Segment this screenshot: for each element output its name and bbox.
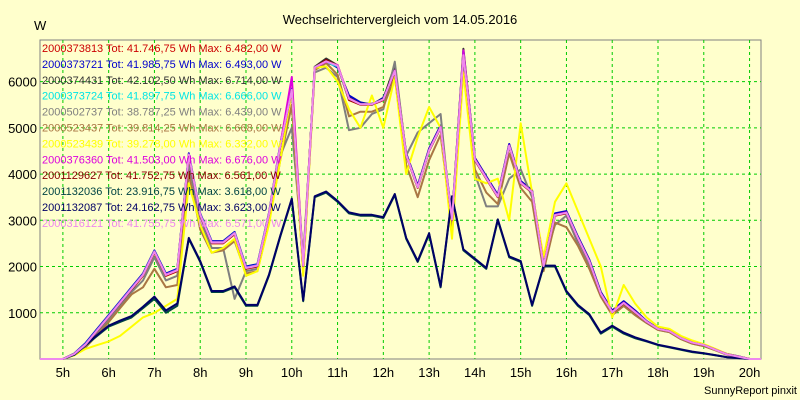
x-tick-label: 19h — [693, 365, 715, 380]
x-tick-label: 13h — [418, 365, 440, 380]
x-tick-label: 17h — [601, 365, 623, 380]
y-axis-unit: W — [34, 18, 47, 33]
x-tick-label: 11h — [327, 365, 348, 380]
x-tick-label: 10h — [281, 365, 303, 380]
series-lines — [40, 47, 761, 360]
legend-entry: 2000523439 Tot: 39.278,00 Wh Max: 6.332,… — [42, 138, 282, 150]
x-tick-label: 12h — [372, 365, 394, 380]
y-axis-ticks: 1000 2000 3000 4000 5000 6000 — [8, 75, 37, 321]
x-tick-label: 14h — [464, 365, 486, 380]
x-tick-label: 18h — [647, 365, 669, 380]
x-tick-label: 15h — [510, 365, 532, 380]
x-tick-label: 20h — [739, 365, 761, 380]
legend-entry: 2000374431 Tot: 42.102,50 Wh Max: 6.714,… — [42, 75, 282, 87]
legend-entry: 2000373813 Tot: 41.746,75 Wh Max: 6.482,… — [42, 43, 282, 55]
y-tick-label: 6000 — [8, 75, 37, 90]
x-tick-label: 5h — [56, 365, 70, 380]
x-tick-label: 6h — [101, 365, 115, 380]
chart-title: Wechselrichtervergleich vom 14.05.2016 — [283, 12, 518, 27]
legend-entry: 2001132036 Tot: 23.916,75 Wh Max: 3.618,… — [42, 186, 281, 198]
legend-entry: 2000316121 Tot: 41.755,75 Wh Max: 6.571,… — [42, 218, 282, 230]
legend-entry: 2000373721 Tot: 41.985,75 Wh Max: 6.493,… — [42, 59, 282, 71]
plot-area — [39, 39, 762, 360]
y-tick-label: 2000 — [8, 260, 37, 275]
y-tick-label: 1000 — [8, 306, 37, 321]
y-tick-label: 5000 — [8, 121, 37, 136]
y-tick-label: 4000 — [8, 167, 37, 182]
x-axis-ticks: 5h 6h 7h 8h 9h 10h 11h 12h 13h 14h 15h 16h 17h 18h 19h… — [56, 365, 761, 380]
x-tick-label: 8h — [193, 365, 207, 380]
series-line-7 — [40, 65, 761, 360]
legend-entry: 2000376360 Tot: 41.503,00 Wh Max: 6.676,… — [42, 154, 282, 166]
legend: 2000373813 Tot: 41.746,75 Wh Max: 6.482,… — [42, 43, 282, 230]
x-tick-label: 16h — [556, 365, 578, 380]
legend-entry: 2000502737 Tot: 38.787,25 Wh Max: 6.439,… — [42, 107, 282, 119]
y-tick-label: 3000 — [8, 213, 37, 228]
x-tick-label: 9h — [239, 365, 253, 380]
legend-entry: 2001129627 Tot: 41.752,75 Wh Max: 6.561,… — [42, 170, 281, 182]
x-tick-label: 7h — [147, 365, 161, 380]
legend-entry: 2000373724 Tot: 41.897,75 Wh Max: 6.666,… — [42, 91, 282, 103]
credit-label: SunnyReport pinxit — [704, 385, 797, 397]
legend-entry: 2001132087 Tot: 24.162,75 Wh Max: 3.623,… — [42, 202, 281, 214]
series-line-11 — [40, 190, 761, 360]
legend-entry: 2000523437 Tot: 39.814,25 Wh Max: 6.668,… — [42, 123, 282, 135]
series-line-12 — [40, 54, 761, 360]
